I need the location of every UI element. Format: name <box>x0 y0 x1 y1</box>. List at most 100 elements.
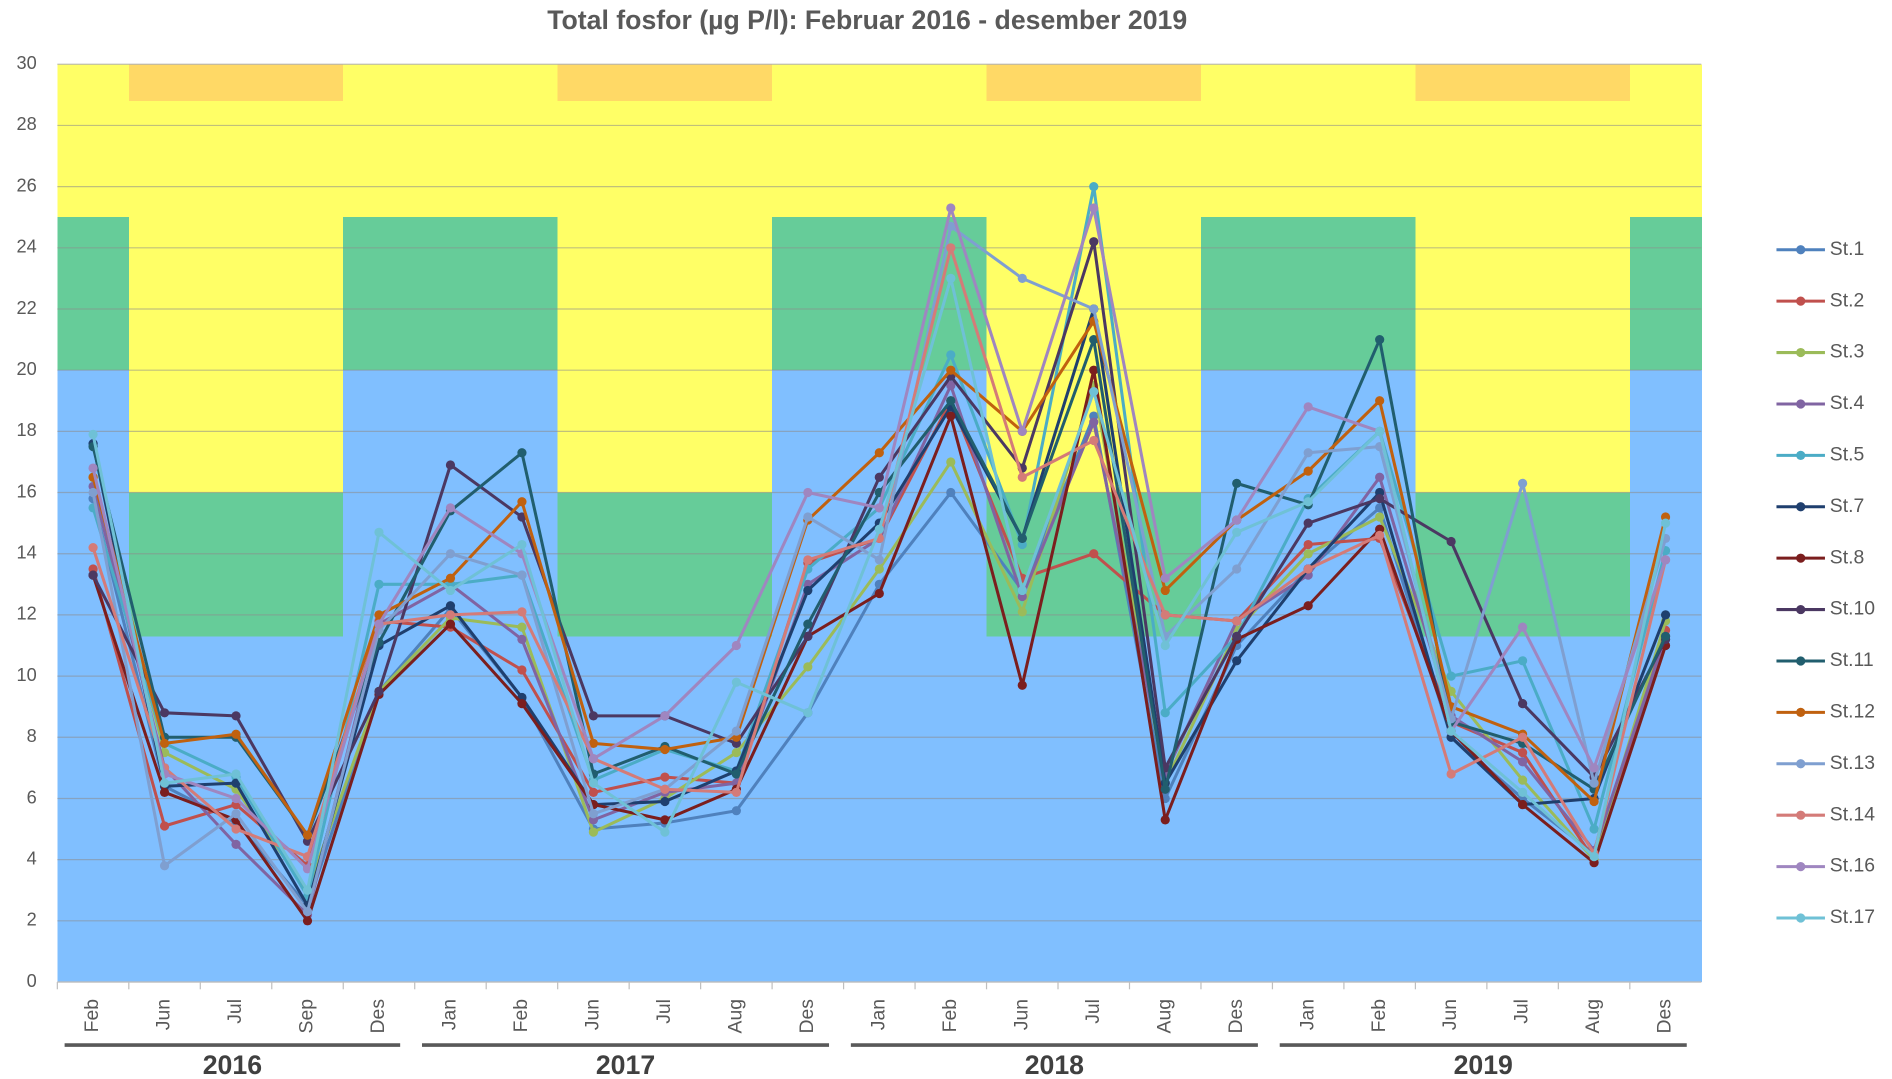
series-marker <box>588 809 599 819</box>
y-tick-label: 24 <box>17 237 37 257</box>
series-marker <box>1232 656 1242 666</box>
legend-marker <box>1796 604 1806 615</box>
series-marker <box>874 448 884 458</box>
series-marker <box>1303 601 1313 611</box>
series-marker <box>874 524 884 534</box>
series-marker <box>1518 699 1528 709</box>
series-marker <box>1518 478 1528 488</box>
series-marker <box>1017 680 1027 690</box>
zone <box>1415 492 1488 637</box>
series-marker <box>874 503 884 513</box>
series-marker <box>88 570 98 580</box>
zone <box>1486 64 1559 101</box>
series-marker <box>1232 527 1242 537</box>
zone <box>128 64 201 101</box>
zone <box>629 492 702 637</box>
series-marker <box>302 885 313 895</box>
series-marker <box>803 512 813 522</box>
series-marker <box>731 747 741 758</box>
series-marker <box>1446 769 1456 779</box>
x-tick-label: Sep <box>296 999 318 1033</box>
zone <box>271 64 344 101</box>
series-marker <box>231 769 241 779</box>
series-marker <box>517 497 527 507</box>
series-marker <box>1089 386 1099 397</box>
series-marker <box>874 555 884 565</box>
zone <box>557 492 630 637</box>
zone <box>414 217 487 371</box>
zone <box>557 64 630 101</box>
series-marker <box>1518 747 1528 758</box>
x-tick-label: Feb <box>510 999 532 1032</box>
y-tick-label: 26 <box>17 175 37 195</box>
series-marker <box>1375 396 1385 406</box>
y-tick-label: 2 <box>27 910 37 930</box>
x-tick-label: Aug <box>724 999 746 1033</box>
zone <box>128 100 201 493</box>
legend-label: St.3 <box>1830 341 1864 363</box>
series-marker <box>1160 585 1170 596</box>
series-marker <box>445 585 456 596</box>
series-marker <box>1660 518 1671 528</box>
series-marker <box>88 429 98 440</box>
series-marker <box>1089 549 1099 559</box>
series-marker <box>660 796 670 807</box>
legend-label: St.2 <box>1830 289 1864 311</box>
series-marker <box>946 396 956 406</box>
x-tick-label: Jul <box>1082 999 1104 1024</box>
y-tick-label: 16 <box>17 481 37 501</box>
zone <box>1558 100 1631 493</box>
series-marker <box>588 738 599 749</box>
series-marker <box>731 806 741 816</box>
series-marker <box>803 585 813 596</box>
series-marker <box>1232 616 1242 626</box>
legend-label: St.8 <box>1830 546 1864 568</box>
zone <box>1343 64 1417 218</box>
series-marker <box>231 839 241 849</box>
series-marker <box>803 619 813 629</box>
series-marker <box>374 610 384 620</box>
legend-marker <box>1796 502 1806 512</box>
legend-label: St.16 <box>1830 855 1875 877</box>
series-marker <box>1303 518 1313 528</box>
series-marker <box>1518 775 1528 785</box>
zone <box>772 64 845 218</box>
series-marker <box>946 243 956 253</box>
series-marker <box>946 380 956 391</box>
series-marker <box>731 769 741 779</box>
series-marker <box>946 457 956 467</box>
zone <box>1200 64 1274 218</box>
chart-title: Total fosfor (µg P/l): Februar 2016 - de… <box>547 5 1187 35</box>
series-marker <box>1017 426 1027 436</box>
zone <box>700 492 773 637</box>
series-marker <box>803 487 813 498</box>
zone <box>1415 100 1488 493</box>
series-marker <box>1518 787 1528 797</box>
series-marker <box>159 778 170 788</box>
series-marker <box>159 861 170 871</box>
series-marker <box>1589 778 1599 788</box>
series-marker <box>731 677 741 687</box>
series-marker <box>946 411 956 421</box>
y-tick-label: 4 <box>27 848 37 868</box>
series-marker <box>1303 497 1313 507</box>
legend-marker <box>1796 810 1806 820</box>
zone <box>1272 217 1345 371</box>
x-tick-label: Des <box>796 999 818 1033</box>
series-marker <box>302 907 313 917</box>
series-marker <box>1446 536 1456 547</box>
y-tick-label: 0 <box>27 971 37 991</box>
series-marker <box>1089 417 1099 427</box>
zone <box>271 492 344 637</box>
legend-marker <box>1796 399 1806 409</box>
zone <box>200 100 273 493</box>
year-label: 2018 <box>1025 1050 1084 1079</box>
series-marker <box>588 787 599 797</box>
series-marker <box>1089 182 1099 192</box>
series-marker <box>803 708 813 718</box>
series-marker <box>1375 334 1385 345</box>
series-marker <box>660 784 670 794</box>
series-marker <box>159 787 170 797</box>
zone <box>1486 100 1559 493</box>
series-marker <box>88 463 98 473</box>
